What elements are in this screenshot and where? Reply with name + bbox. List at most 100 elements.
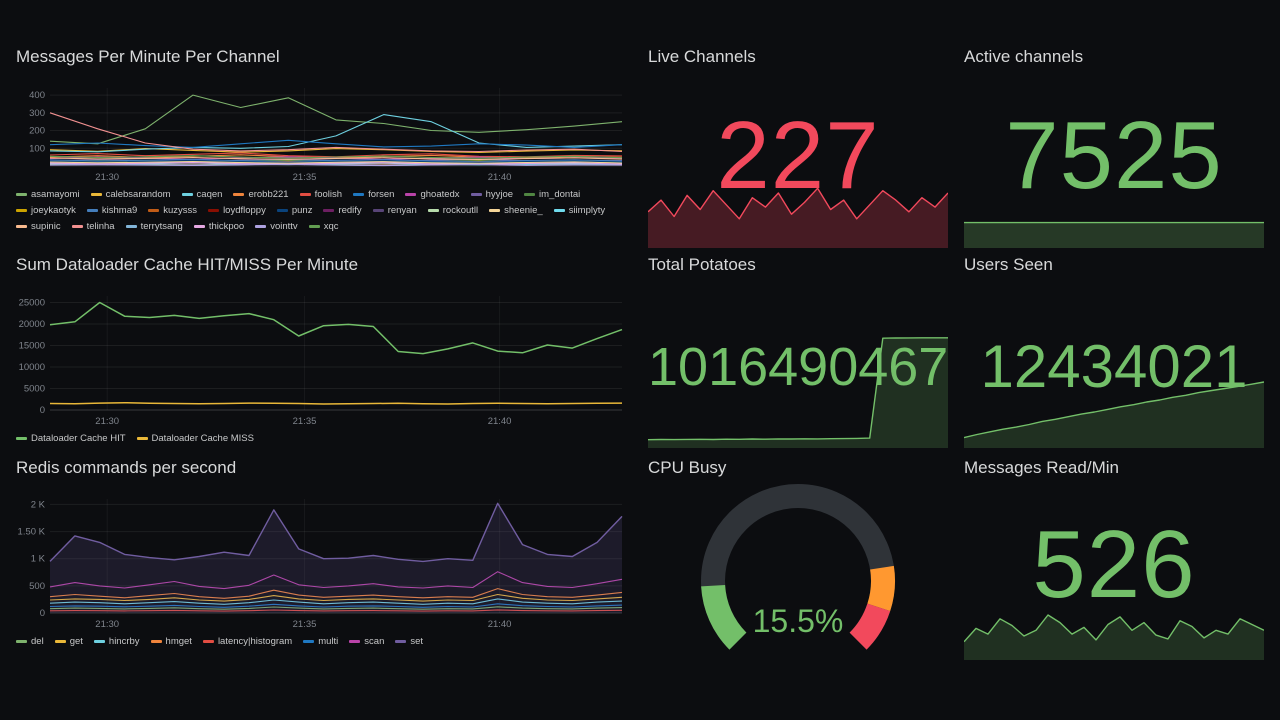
- messages-legend: asamayomi calebsarandom caqen erobb221 fooli…: [16, 188, 628, 233]
- legend-label: im_dontai: [539, 189, 581, 200]
- legend-label: terrytsang: [140, 221, 183, 232]
- legend-label: hyyjoe: [485, 189, 514, 200]
- legend-item-loydfloppy[interactable]: loydfloppy: [208, 204, 266, 217]
- legend-label: Dataloader Cache HIT: [31, 433, 126, 444]
- legend-swatch: [16, 640, 27, 643]
- svg-text:15000: 15000: [19, 340, 45, 351]
- legend-item-hmget[interactable]: hmget: [150, 635, 192, 648]
- panel-redis: Redis commands per second 21:30 21:35 21:4…: [16, 455, 628, 660]
- legend-item-rockoutll[interactable]: rockoutll: [427, 204, 478, 217]
- active-channels-sparkline: [964, 221, 1264, 248]
- legend-label: calebsarandom: [105, 189, 171, 200]
- legend-item-latency-histogram[interactable]: latency|histogram: [202, 635, 292, 648]
- stat-value-live-channels: 227: [716, 102, 880, 209]
- legend-swatch: [16, 437, 27, 440]
- legend-label: Dataloader Cache MISS: [151, 433, 254, 444]
- legend-item-kishma9[interactable]: kishma9: [86, 204, 137, 217]
- panel-title-dataloader[interactable]: Sum Dataloader Cache HIT/MISS Per Minute: [16, 255, 359, 274]
- legend-item-scan[interactable]: scan: [349, 635, 384, 648]
- legend-item-calebsarandom[interactable]: calebsarandom: [90, 188, 171, 201]
- legend-item-kuzysss[interactable]: kuzysss: [148, 204, 197, 217]
- legend-item-hincrby[interactable]: hincrby: [93, 635, 140, 648]
- panel-title-users-seen[interactable]: Users Seen: [964, 255, 1053, 274]
- legend-label: erobb221: [248, 189, 289, 200]
- users-seen-sparkline: [964, 381, 1264, 448]
- svg-text:20000: 20000: [19, 319, 45, 330]
- cpu-busy-gauge-value: 15.5%: [752, 603, 844, 639]
- legend-swatch: [553, 209, 565, 212]
- legend-item-sheenie-[interactable]: sheenie_: [489, 204, 543, 217]
- legend-label: supinic: [31, 221, 61, 232]
- stat-value-messages-read: 526: [1032, 511, 1196, 618]
- legend-label: asamayomi: [31, 189, 80, 200]
- legend-item-renyan[interactable]: renyan: [372, 204, 417, 217]
- legend-swatch: [16, 225, 27, 228]
- legend-label: del: [31, 636, 44, 647]
- cpu-busy-gauge: [701, 484, 896, 650]
- svg-text:21:30: 21:30: [95, 416, 119, 427]
- legend-item-foolish[interactable]: foolish: [299, 188, 342, 201]
- legend-swatch: [93, 640, 105, 643]
- svg-text:2 K: 2 K: [31, 499, 46, 510]
- dataloader-legend: Dataloader Cache HIT Dataloader Cache MIS…: [16, 432, 628, 445]
- panel-title-redis[interactable]: Redis commands per second: [16, 458, 237, 477]
- legend-item-forsen[interactable]: forsen: [353, 188, 394, 201]
- legend-item-thickpoo[interactable]: thickpoo: [193, 220, 244, 233]
- legend-swatch: [150, 640, 162, 643]
- legend-item-supinic[interactable]: supinic: [16, 220, 61, 233]
- legend-swatch: [233, 193, 245, 196]
- legend-item-redify[interactable]: redify: [323, 204, 362, 217]
- legend-item-xqc[interactable]: xqc: [308, 220, 338, 233]
- panel-title-messages[interactable]: Messages Per Minute Per Channel: [16, 47, 280, 66]
- legend-label: caqen: [196, 189, 223, 200]
- svg-text:500: 500: [29, 581, 45, 592]
- stat-value-users-seen: 12434021: [980, 333, 1248, 400]
- messages-read-sparkline: [964, 614, 1264, 660]
- panel-title-active-channels[interactable]: Active channels: [964, 47, 1084, 66]
- total-potatoes-sparkline: [648, 337, 948, 448]
- panel-cpu-busy: CPU Busy 15.5%: [648, 455, 948, 660]
- legend-swatch: [54, 640, 66, 643]
- panel-title-messages-read[interactable]: Messages Read/Min: [964, 458, 1119, 477]
- legend-swatch: [148, 209, 160, 212]
- legend-swatch: [372, 209, 384, 212]
- panel-total-potatoes: Total Potatoes 1016490467: [648, 252, 948, 448]
- legend-swatch: [323, 209, 335, 212]
- svg-text:10000: 10000: [19, 362, 45, 373]
- panel-title-live-channels[interactable]: Live Channels: [648, 47, 756, 66]
- legend-item-vointtv[interactable]: vointtv: [255, 220, 298, 233]
- legend-item-del[interactable]: del: [16, 635, 44, 648]
- legend-label: joeykaotyk: [31, 205, 76, 216]
- legend-item-joeykaotyk[interactable]: joeykaotyk: [16, 204, 76, 217]
- legend-swatch: [427, 209, 439, 212]
- svg-text:21:30: 21:30: [95, 619, 119, 630]
- panel-dataloader: Sum Dataloader Cache HIT/MISS Per Minute…: [16, 252, 628, 448]
- legend-item-telinha[interactable]: telinha: [71, 220, 115, 233]
- legend-item-ghoatedx[interactable]: ghoatedx: [405, 188, 460, 201]
- legend-swatch: [16, 209, 27, 212]
- legend-item-erobb221[interactable]: erobb221: [233, 188, 289, 201]
- panel-messages-per-minute: Messages Per Minute Per Channel 21:30 21:…: [16, 44, 628, 248]
- legend-item-punz[interactable]: punz: [276, 204, 312, 217]
- legend-item-caqen[interactable]: caqen: [181, 188, 223, 201]
- svg-text:21:30: 21:30: [95, 172, 119, 183]
- legend-swatch: [395, 640, 407, 643]
- legend-item-multi[interactable]: multi: [303, 635, 338, 648]
- panel-title-total-potatoes[interactable]: Total Potatoes: [648, 255, 756, 274]
- panel-title-cpu-busy[interactable]: CPU Busy: [648, 458, 727, 477]
- legend-item-asamayomi[interactable]: asamayomi: [16, 188, 80, 201]
- legend-item-get[interactable]: get: [54, 635, 83, 648]
- legend-item-terrytsang[interactable]: terrytsang: [125, 220, 183, 233]
- legend-swatch: [193, 225, 205, 228]
- legend-swatch: [16, 193, 27, 196]
- legend-item-dataloader-cache-hit[interactable]: Dataloader Cache HIT: [16, 432, 126, 445]
- legend-item-hyyjoe[interactable]: hyyjoe: [470, 188, 514, 201]
- legend-item-siimplyty[interactable]: siimplyty: [553, 204, 605, 217]
- legend-item-im-dontai[interactable]: im_dontai: [524, 188, 580, 201]
- legend-swatch: [71, 225, 83, 228]
- svg-text:1.50 K: 1.50 K: [18, 527, 46, 538]
- legend-swatch: [86, 209, 98, 212]
- svg-text:21:35: 21:35: [293, 172, 317, 183]
- legend-item-set[interactable]: set: [395, 635, 423, 648]
- legend-item-dataloader-cache-miss[interactable]: Dataloader Cache MISS: [136, 432, 254, 445]
